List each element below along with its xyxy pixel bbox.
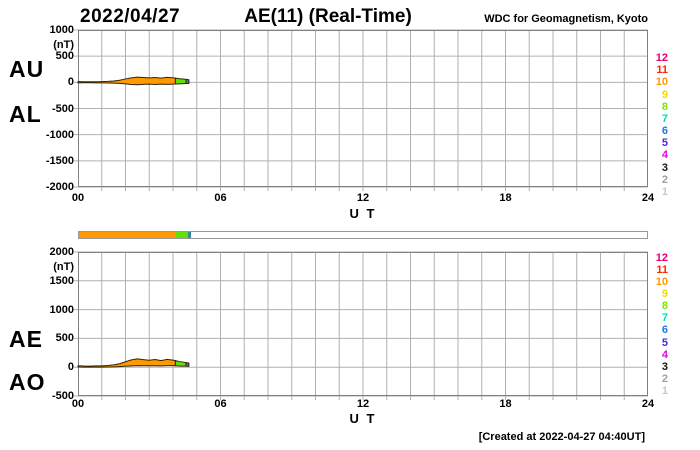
- legend-count-5: 5: [661, 137, 668, 150]
- x-tick-label: 00: [71, 192, 85, 204]
- legend-count-3: 3: [661, 360, 668, 373]
- colorbar-segment: [175, 232, 188, 238]
- legend-count-12: 12: [655, 252, 668, 264]
- y-tick-label: 0: [67, 76, 74, 89]
- y-tick-label: 1000: [49, 24, 74, 36]
- panel-ylabels-1: 2000 1500 1000 500 0 -500: [0, 246, 74, 402]
- y-tick-label: 2000: [49, 246, 74, 258]
- x-tick-label: 12: [356, 398, 370, 410]
- legend-count-3: 3: [661, 161, 668, 174]
- status-colorbar: [78, 231, 648, 239]
- y-tick-label: -1000: [45, 128, 74, 141]
- legend-count-2: 2: [661, 372, 668, 385]
- y-tick-label: -500: [51, 102, 74, 115]
- x-tick-label: 06: [214, 192, 227, 204]
- legend-count-2: 2: [661, 173, 668, 186]
- panel-ylabels-0: 1000 500 0 -500 -1000 -1500 -2000: [0, 24, 74, 193]
- legend-count-8: 8: [661, 100, 668, 113]
- y-tick-label: 0: [67, 361, 74, 374]
- y-tick-label: 500: [55, 332, 74, 345]
- legend-count-4: 4: [661, 348, 668, 361]
- y-tick-label: 1000: [49, 303, 74, 316]
- y-tick-label: -2000: [45, 181, 74, 193]
- plot-date: 2022/04/27: [80, 6, 181, 27]
- y-tick-label: 1500: [49, 274, 74, 287]
- panel-xlabels-1: 00 06 12 18 24: [72, 398, 654, 411]
- legend-count-1: 1: [661, 185, 668, 198]
- panel-xlabels-0: 00 06 12 18 24: [72, 192, 654, 205]
- legend-count-9: 9: [661, 88, 668, 101]
- legend-count-6: 6: [661, 125, 668, 138]
- legend-count-11: 11: [656, 64, 668, 77]
- x-tick-label: 24: [641, 192, 655, 204]
- x-tick-label: 18: [499, 398, 512, 410]
- legend-count-1: 1: [661, 384, 668, 397]
- panel-svg-1: [74, 251, 648, 400]
- y-tick-label: 500: [55, 50, 74, 63]
- panel-legend-1: 12 11 10 9 8 7 6 5 4 3 2 1: [650, 252, 668, 397]
- legend-count-9: 9: [661, 288, 668, 301]
- unit-label-top: (nT): [53, 39, 74, 51]
- x-tick-label: 06: [214, 398, 227, 410]
- colorbar-segment: [187, 232, 191, 238]
- x-tick-label: 24: [641, 398, 655, 410]
- plot-title: AE(11) (Real-Time): [244, 6, 412, 27]
- x-tick-label: 12: [356, 192, 370, 204]
- legend-count-12: 12: [655, 52, 668, 64]
- plot-org: WDC for Geomagnetism, Kyoto: [484, 13, 648, 25]
- series-label-au: AU: [9, 56, 45, 82]
- unit-label-bottom: (nT): [53, 261, 74, 273]
- series-label-al: AL: [9, 101, 42, 127]
- legend-count-4: 4: [661, 149, 668, 162]
- legend-count-7: 7: [661, 112, 668, 125]
- legend-count-5: 5: [661, 336, 668, 349]
- x-tick-label: 00: [71, 398, 85, 410]
- panel-svg-0: [74, 29, 648, 191]
- legend-count-10: 10: [655, 76, 668, 89]
- series-label-ao: AO: [9, 369, 46, 395]
- panel-legend-0: 12 11 10 9 8 7 6 5 4 3 2 1: [650, 52, 668, 198]
- legend-count-8: 8: [661, 300, 668, 313]
- legend-count-10: 10: [655, 276, 668, 289]
- legend-count-6: 6: [661, 324, 668, 337]
- x-axis-title-top: U T: [349, 206, 377, 221]
- x-axis-title-bottom: U T: [349, 411, 377, 426]
- colorbar-segment: [79, 232, 176, 238]
- x-tick-label: 18: [499, 192, 512, 204]
- y-tick-label: -1500: [45, 154, 74, 167]
- created-timestamp: [Created at 2022-04-27 04:40UT]: [478, 431, 645, 443]
- legend-count-7: 7: [661, 312, 668, 325]
- series-label-ae: AE: [9, 326, 43, 352]
- y-tick-label: -500: [51, 390, 74, 402]
- legend-count-11: 11: [656, 264, 668, 277]
